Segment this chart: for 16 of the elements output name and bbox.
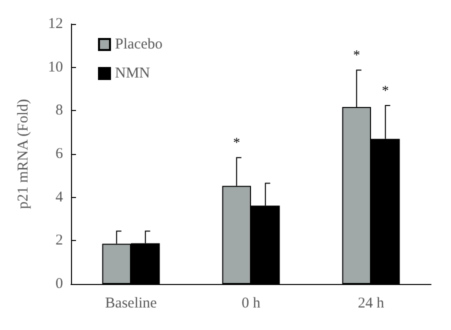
legend-label: Placebo [115,36,162,52]
y-tick-label: 0 [56,276,63,292]
y-axis-title: p21 mRNA (Fold) [16,98,32,210]
x-tick-label: Baseline [105,296,158,312]
y-tick-label: 4 [56,189,64,206]
annotation: * [353,48,360,64]
y-tick-label: 2 [56,232,63,249]
x-tick-label: 24 h [358,296,385,312]
y-tick-label: 10 [48,59,63,76]
annotation: * [233,136,240,152]
y-tick-label: 12 [48,16,63,32]
y-tick-label: 6 [56,146,64,162]
legend-label: NMN [115,66,150,82]
x-tick-label: 0 h [242,296,261,312]
annotation: * [382,84,389,99]
y-tick-label: 8 [56,102,63,119]
